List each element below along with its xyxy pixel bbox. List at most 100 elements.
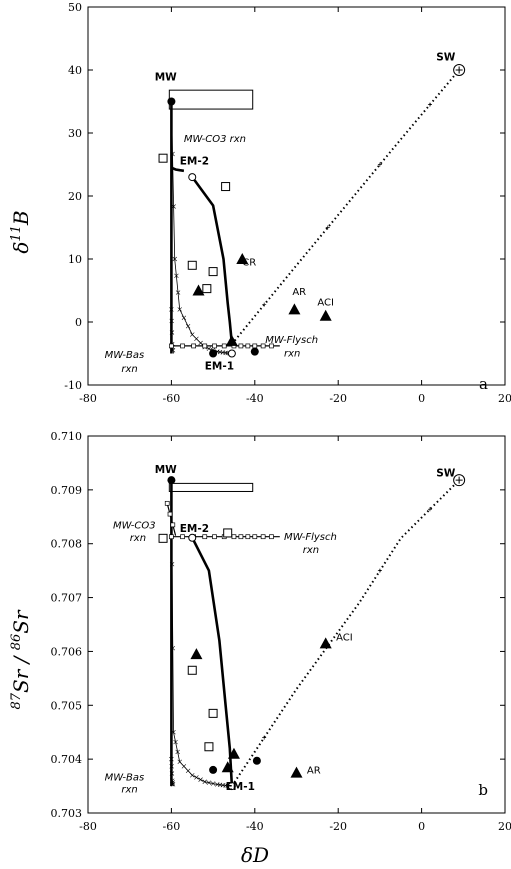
annotation-rxn: rxn — [303, 545, 319, 556]
sample-triangle — [221, 761, 234, 773]
seawater-mixing-line — [231, 479, 460, 787]
end-member-circle — [188, 533, 197, 542]
mixing-step-marker — [427, 102, 432, 107]
sample-triangle — [225, 334, 238, 346]
sample-triangle — [319, 309, 332, 321]
sample-square — [187, 260, 197, 270]
y-axis-sup2-b: 86 — [9, 634, 24, 651]
reaction-step-cross — [175, 290, 181, 295]
mixing-step-marker — [377, 162, 382, 167]
x-tick-label: -60 — [163, 820, 181, 833]
reaction-step-cross — [194, 775, 199, 780]
reaction-step-cross — [198, 340, 203, 346]
reaction-curve — [171, 101, 232, 354]
reaction-step-cross — [194, 336, 199, 342]
svg-text:87Sr / 86Sr: 87Sr / 86Sr — [9, 609, 33, 710]
mixing-line — [191, 176, 234, 345]
x-axis-title-b: δD — [241, 843, 269, 867]
annotation-mw-flysch: MW-Flysch — [265, 335, 318, 346]
panel-a: -80 -60 -40 -20 0 20 -10 0 10 20 30 40 50 MW SW EM-2 EM… — [9, 1, 511, 405]
reaction-step-marker — [260, 534, 266, 540]
annotation-sw: SW — [436, 467, 456, 479]
sample-square — [208, 267, 218, 277]
reaction-step-cross — [206, 780, 212, 785]
sample-circle — [209, 349, 218, 358]
annotation-mw-flysch: MW-Flysch — [284, 532, 337, 543]
annotation-rxn: rxn — [284, 349, 300, 360]
mw-range-box — [168, 89, 254, 110]
reaction-step-cross — [190, 773, 195, 778]
sample-circle — [167, 476, 176, 485]
reaction-step-marker — [202, 534, 208, 540]
sample-triangle — [227, 747, 240, 759]
reaction-step-cross — [169, 307, 174, 312]
reaction-step-cross — [174, 273, 179, 279]
reaction-step-marker — [167, 511, 173, 517]
reaction-step-marker — [202, 343, 208, 349]
reaction-step-cross — [181, 315, 187, 321]
reaction-step-marker — [169, 534, 174, 540]
y-axis-sr-b: Sr — [9, 609, 33, 634]
seawater-mixing-line — [231, 69, 460, 345]
end-member-circle — [188, 173, 197, 182]
x-tick-label: 0 — [418, 820, 425, 833]
annotation-mw: MW — [155, 464, 177, 476]
y-tick-label: 0.704 — [51, 753, 83, 766]
sample-square — [187, 665, 197, 675]
annotation-aci: ACI — [336, 633, 353, 644]
sample-triangle — [192, 284, 205, 296]
mixing-step-marker — [377, 568, 382, 573]
x-tick-label: 20 — [498, 392, 511, 405]
sample-square — [221, 182, 231, 192]
reaction-line — [166, 503, 177, 536]
reaction-step-cross — [198, 777, 203, 782]
y-axis-title-a: δ11B — [9, 210, 33, 253]
y-tick-label: 0 — [75, 316, 82, 329]
annotation-mw-bas: MW-Bas — [105, 773, 145, 784]
reaction-step-cross — [169, 756, 174, 762]
reaction-step-cross — [170, 778, 175, 783]
sample-circle — [209, 765, 218, 774]
x-tick-label: -40 — [246, 392, 264, 405]
reaction-step-marker — [238, 343, 244, 349]
reaction-step-marker — [191, 343, 196, 349]
mixing-line — [191, 537, 234, 787]
reaction-step-cross — [202, 779, 207, 784]
svg-text:δ11B: δ11B — [9, 210, 33, 253]
y-axis-sup1-b: 87 — [9, 692, 24, 709]
reaction-step-cross — [206, 346, 212, 351]
y-tick-label: 50 — [68, 1, 82, 14]
sample-square — [202, 284, 212, 294]
axis-ticks-b: -80 -60 -40 -20 0 20 0.703 0.704 0.705 0.706 0.707… — [51, 430, 511, 833]
reaction-step-marker — [245, 534, 251, 540]
x-tick-label: 0 — [418, 392, 425, 405]
annotation-mw: MW — [155, 72, 177, 84]
reaction-step-marker — [245, 343, 251, 349]
x-tick-label: -20 — [329, 820, 347, 833]
seawater-marker-cross — [455, 476, 463, 484]
reaction-step-marker — [164, 500, 170, 506]
reaction-step-cross — [170, 780, 175, 785]
mixing-step-marker — [325, 225, 330, 230]
reaction-step-marker — [212, 534, 217, 540]
x-tick-label: -40 — [246, 820, 264, 833]
y-tick-label: 0.705 — [51, 699, 83, 712]
reaction-step-marker — [180, 534, 185, 540]
y-axis-title-b: 87Sr / 86Sr — [9, 609, 33, 710]
mixing-step-marker — [427, 507, 432, 512]
reaction-step-cross — [173, 739, 178, 745]
y-tick-label: 0.707 — [51, 592, 83, 605]
annotation-rxn: rxn — [121, 785, 137, 796]
reaction-step-marker — [231, 534, 237, 540]
reaction-step-marker — [169, 343, 174, 349]
annotation-rxn: rxn — [121, 364, 137, 375]
reaction-step-cross — [169, 330, 175, 335]
sample-triangle — [236, 253, 249, 264]
annotation-em-1: EM-1 — [205, 360, 234, 372]
sample-triangle — [190, 648, 203, 660]
sample-square — [223, 528, 233, 538]
reaction-step-marker — [170, 522, 176, 528]
y-axis-delta-a: δ — [9, 242, 33, 254]
